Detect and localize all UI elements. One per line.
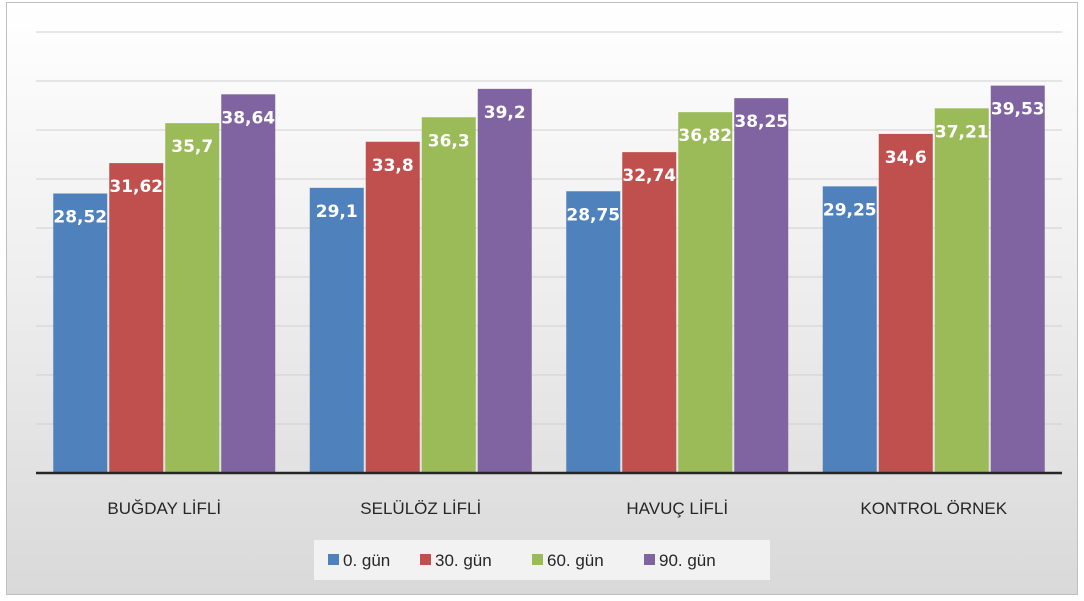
data-label: 36,3 — [428, 131, 470, 151]
category-label: BUĞDAY LİFLİ — [107, 499, 221, 518]
category-label: SELÜLÖZ LİFLİ — [360, 499, 481, 518]
legend-swatch[interactable] — [532, 554, 543, 565]
legend-swatch[interactable] — [644, 554, 655, 565]
bar[interactable] — [53, 193, 108, 473]
legend-label[interactable]: 60. gün — [547, 551, 604, 570]
bar[interactable] — [109, 163, 164, 473]
data-label: 33,8 — [372, 156, 414, 176]
bar[interactable] — [221, 94, 276, 473]
bar[interactable] — [990, 85, 1045, 473]
bar[interactable] — [566, 191, 621, 473]
bar[interactable] — [734, 98, 789, 474]
data-label: 28,52 — [53, 208, 107, 228]
legend-label[interactable]: 30. gün — [435, 551, 492, 570]
bar[interactable] — [365, 141, 420, 473]
bar[interactable] — [622, 152, 677, 473]
data-label: 28,75 — [566, 205, 620, 225]
data-label: 37,21 — [935, 122, 989, 142]
data-label: 34,6 — [885, 148, 927, 168]
category-label: KONTROL ÖRNEK — [860, 499, 1007, 518]
bar[interactable] — [678, 112, 733, 473]
legend-label[interactable]: 90. gün — [659, 551, 716, 570]
data-label: 39,53 — [991, 100, 1045, 120]
data-label: 29,25 — [823, 200, 877, 220]
data-label: 35,7 — [171, 137, 213, 157]
bar[interactable] — [309, 187, 364, 473]
data-label: 39,2 — [484, 103, 526, 123]
data-label: 38,64 — [221, 108, 275, 128]
category-label: HAVUÇ LİFLİ — [626, 499, 728, 518]
data-label: 32,74 — [622, 166, 676, 186]
data-label: 36,82 — [678, 126, 732, 146]
data-label: 38,25 — [734, 112, 788, 132]
bar[interactable] — [421, 117, 476, 473]
bar[interactable] — [165, 123, 220, 473]
data-label: 29,1 — [316, 202, 358, 222]
data-label: 31,62 — [109, 177, 163, 197]
bar[interactable] — [822, 186, 877, 473]
bar[interactable] — [878, 133, 933, 474]
bar[interactable] — [477, 88, 532, 473]
legend-swatch[interactable] — [420, 554, 431, 565]
bar[interactable] — [934, 108, 989, 473]
legend-swatch[interactable] — [328, 554, 339, 565]
legend-label[interactable]: 0. gün — [343, 551, 390, 570]
